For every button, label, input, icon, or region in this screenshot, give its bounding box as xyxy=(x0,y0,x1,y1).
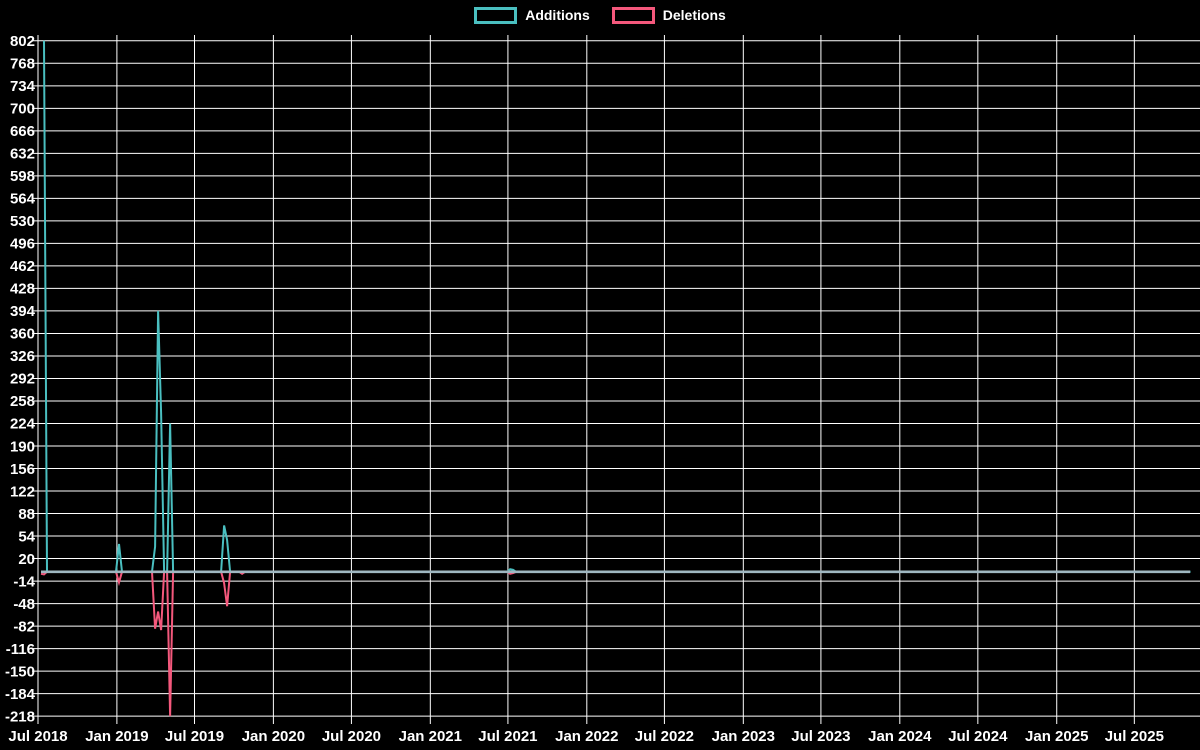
svg-text:360: 360 xyxy=(10,326,35,343)
additions-swatch-icon xyxy=(474,7,518,24)
svg-text:Jul 2019: Jul 2019 xyxy=(165,728,224,745)
svg-text:802: 802 xyxy=(10,33,35,50)
svg-text:258: 258 xyxy=(10,393,35,410)
svg-text:428: 428 xyxy=(10,281,35,298)
svg-text:394: 394 xyxy=(10,303,36,320)
svg-text:Jul 2023: Jul 2023 xyxy=(791,728,850,745)
svg-text:Jan 2023: Jan 2023 xyxy=(712,728,775,745)
svg-text:Jul 2018: Jul 2018 xyxy=(8,728,67,745)
legend-label-additions: Additions xyxy=(525,7,590,23)
legend-label-deletions: Deletions xyxy=(662,7,726,23)
svg-text:224: 224 xyxy=(10,416,36,433)
svg-text:Jul 2021: Jul 2021 xyxy=(478,728,537,745)
svg-text:632: 632 xyxy=(10,146,35,163)
svg-text:292: 292 xyxy=(10,371,35,388)
svg-text:-48: -48 xyxy=(13,596,35,613)
svg-text:Jul 2020: Jul 2020 xyxy=(322,728,381,745)
svg-text:768: 768 xyxy=(10,56,35,73)
x-gridlines xyxy=(37,35,1135,724)
svg-text:156: 156 xyxy=(10,461,35,478)
deletions-line xyxy=(40,570,1191,717)
svg-text:88: 88 xyxy=(18,506,35,523)
svg-text:Jan 2019: Jan 2019 xyxy=(85,728,148,745)
y-tick-labels: 802 768 734 700 666 632 598 564 530 496 462 428 394 3… xyxy=(5,33,36,725)
additions-line xyxy=(43,40,1191,573)
svg-text:Jul 2024: Jul 2024 xyxy=(948,728,1008,745)
svg-text:564: 564 xyxy=(10,191,36,208)
svg-text:326: 326 xyxy=(10,348,35,365)
svg-text:-150: -150 xyxy=(5,663,35,680)
svg-text:54: 54 xyxy=(18,528,35,545)
legend-item-deletions[interactable]: Deletions xyxy=(611,7,726,24)
svg-text:598: 598 xyxy=(10,168,35,185)
svg-text:462: 462 xyxy=(10,258,35,275)
svg-text:Jul 2022: Jul 2022 xyxy=(635,728,694,745)
svg-text:Jan 2020: Jan 2020 xyxy=(242,728,305,745)
svg-text:530: 530 xyxy=(10,213,35,230)
deletions-swatch-icon xyxy=(611,7,655,24)
svg-text:Jul 2025: Jul 2025 xyxy=(1105,728,1164,745)
svg-text:-82: -82 xyxy=(13,618,35,635)
svg-text:Jan 2025: Jan 2025 xyxy=(1025,728,1088,745)
svg-text:666: 666 xyxy=(10,123,35,140)
svg-text:496: 496 xyxy=(10,236,35,253)
svg-text:734: 734 xyxy=(10,78,36,95)
svg-text:190: 190 xyxy=(10,438,35,455)
x-tick-labels: Jul 2018 Jan 2019 Jul 2019 Jan 2020 Jul 2020… xyxy=(8,728,1164,745)
svg-text:-14: -14 xyxy=(13,573,35,590)
svg-text:Jan 2024: Jan 2024 xyxy=(868,728,932,745)
svg-text:-218: -218 xyxy=(5,708,35,725)
svg-text:700: 700 xyxy=(10,101,35,118)
svg-text:Jan 2021: Jan 2021 xyxy=(399,728,462,745)
y-gridlines xyxy=(32,40,1200,717)
svg-text:-116: -116 xyxy=(6,641,35,658)
svg-text:-184: -184 xyxy=(5,686,36,703)
chart-legend: Additions Deletions xyxy=(0,7,1200,24)
svg-text:20: 20 xyxy=(18,551,35,568)
svg-text:122: 122 xyxy=(10,483,35,500)
svg-text:Jan 2022: Jan 2022 xyxy=(555,728,618,745)
legend-item-additions[interactable]: Additions xyxy=(474,7,590,24)
